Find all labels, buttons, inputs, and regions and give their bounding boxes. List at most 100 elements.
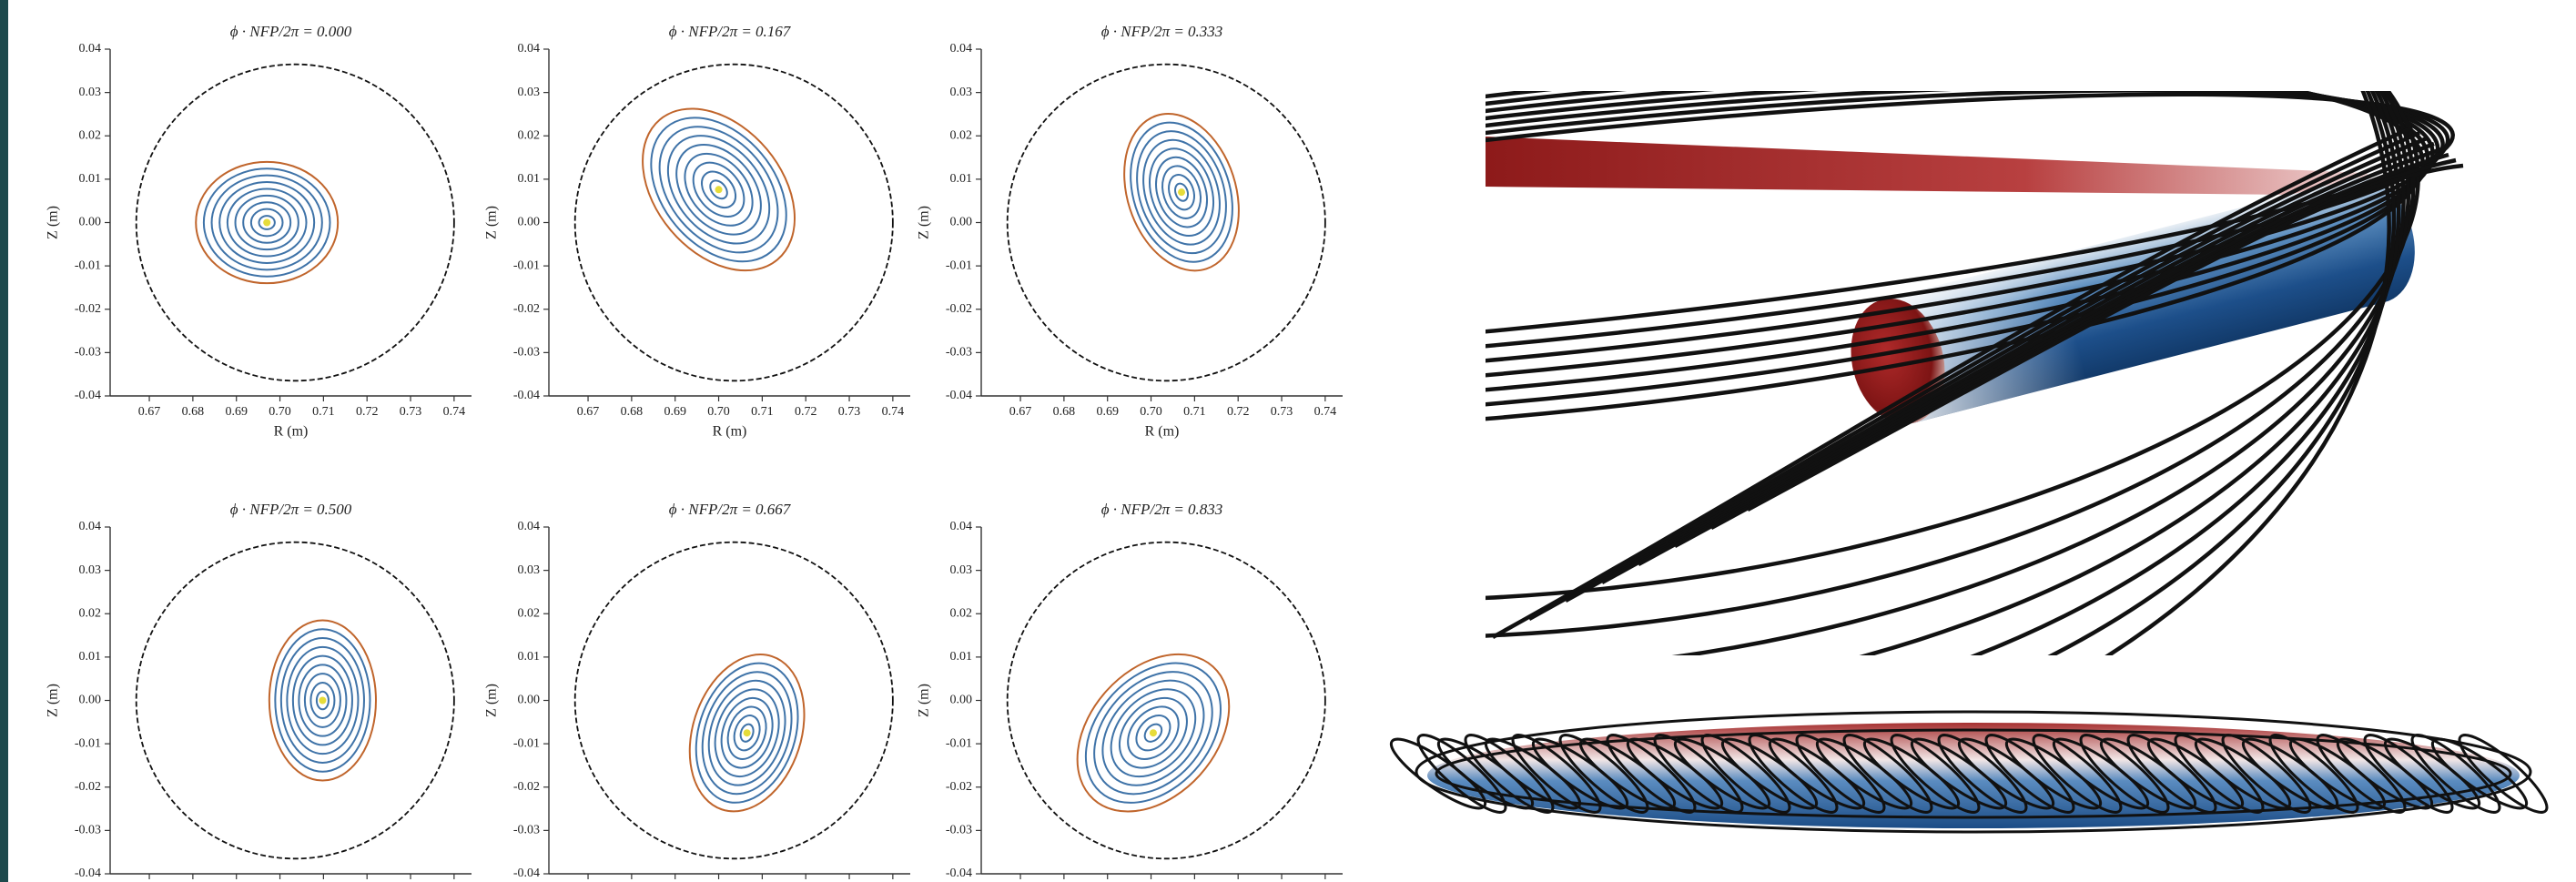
contour-panel: ϕ · NFP/2π = 0.333 -0.04 -0.03 -0.02 -0.01 0.…: [917, 23, 1343, 440]
x-tick-label: 0.68: [621, 405, 644, 419]
boundary: [575, 65, 893, 381]
chart-title: ϕ · NFP/2π = 0.667: [669, 501, 792, 518]
y-axis-label: Z (m): [917, 684, 932, 717]
y-tick-label: -0.01: [513, 736, 540, 750]
y-tick-label: -0.02: [946, 780, 972, 794]
y-tick-label: -0.03: [946, 346, 972, 360]
y-tick-label: -0.04: [75, 867, 101, 880]
magnetic-axis: [1150, 729, 1157, 736]
chart-title: ϕ · NFP/2π = 0.167: [669, 23, 792, 40]
y-tick-label: 0.03: [950, 86, 973, 99]
contour-panel: ϕ · NFP/2π = 0.833 -0.04 -0.03 -0.02 -0.01 0.…: [917, 501, 1343, 880]
boundary: [137, 542, 454, 859]
y-tick-label: -0.01: [75, 259, 101, 272]
x-tick-label: 0.69: [1096, 405, 1119, 419]
y-tick-label: 0.00: [950, 694, 973, 707]
contour-panel: ϕ · NFP/2π = 0.500-0.04-0.03-0.02-0.010.…: [46, 501, 472, 880]
coil: [688, 0, 2449, 753]
magnetic-axis: [319, 697, 326, 705]
x-tick-label: 0.74: [443, 405, 466, 419]
magnetic-axis: [715, 186, 723, 193]
boundary: [1008, 542, 1325, 859]
contour-panel: ϕ · NFP/2π = 0.167 -0.04 -0.03 -0.02 -0.01 0.…: [484, 23, 910, 440]
y-tick-label: -0.01: [946, 736, 972, 750]
y-tick-label: 0.00: [79, 694, 102, 707]
y-tick-label: 0.00: [79, 216, 102, 229]
side-strip: [0, 0, 8, 882]
x-axis-label: R (m): [1145, 424, 1180, 440]
chart-title: ϕ · NFP/2π = 0.333: [1101, 23, 1223, 40]
x-tick-label: 0.67: [577, 405, 600, 419]
x-tick-label: 0.74: [882, 405, 905, 419]
x-tick-label: 0.71: [312, 405, 335, 419]
magnetic-axis: [263, 219, 270, 227]
x-tick-label: 0.68: [182, 405, 205, 419]
y-tick-label: 0.04: [518, 520, 541, 533]
x-axis-label: R (m): [713, 424, 747, 440]
chart-title: ϕ · NFP/2π = 0.833: [1101, 501, 1223, 518]
x-tick-label: 0.67: [1009, 405, 1032, 419]
y-tick-label: 0.01: [79, 172, 102, 186]
y-tick-label: -0.01: [946, 259, 972, 272]
y-axis-label: Z (m): [484, 206, 500, 239]
y-tick-label: -0.04: [946, 389, 972, 402]
y-tick-label: 0.01: [950, 650, 973, 664]
y-tick-label: 0.02: [950, 128, 973, 142]
y-axis-label: Z (m): [917, 206, 932, 239]
y-tick-label: 0.03: [79, 86, 102, 99]
y-tick-label: 0.02: [518, 128, 541, 142]
y-tick-label: -0.03: [513, 824, 540, 837]
x-tick-label: 0.71: [751, 405, 774, 419]
magnetic-axis: [744, 729, 751, 736]
y-tick-label: 0.02: [79, 606, 102, 620]
y-tick-label: 0.04: [950, 42, 973, 56]
y-tick-label: 0.04: [79, 520, 102, 533]
y-tick-label: 0.04: [518, 42, 541, 56]
x-tick-label: 0.68: [1053, 405, 1076, 419]
contour-panel: ϕ · NFP/2π = 0.667 -0.04 -0.03 -0.02 -0.01 0.…: [484, 501, 910, 880]
y-axis-label: Z (m): [484, 684, 500, 717]
boundary: [137, 65, 454, 381]
x-tick-label: 0.72: [795, 405, 817, 419]
surface-band: [1486, 137, 2385, 196]
y-tick-label: 0.01: [518, 650, 541, 664]
y-tick-label: 0.00: [518, 216, 541, 229]
y-tick-label: 0.02: [950, 606, 973, 620]
x-tick-label: 0.74: [1314, 405, 1337, 419]
y-tick-label: 0.01: [79, 650, 102, 664]
y-tick-label: -0.02: [946, 302, 972, 316]
x-tick-label: 0.73: [838, 405, 861, 419]
x-tick-label: 0.72: [356, 405, 379, 419]
y-tick-label: -0.02: [75, 780, 101, 794]
x-axis-label: R (m): [274, 424, 309, 440]
y-tick-label: -0.02: [513, 780, 540, 794]
x-tick-label: 0.70: [1140, 405, 1162, 419]
x-tick-label: 0.73: [1271, 405, 1293, 419]
y-tick-label: -0.01: [513, 259, 540, 272]
y-tick-label: -0.04: [513, 867, 540, 880]
y-tick-label: -0.04: [513, 389, 540, 402]
y-tick-label: 0.03: [79, 563, 102, 577]
y-tick-label: -0.04: [75, 389, 101, 402]
y-tick-label: 0.00: [950, 216, 973, 229]
y-tick-label: -0.03: [946, 824, 972, 837]
x-tick-label: 0.73: [400, 405, 422, 419]
y-tick-label: -0.02: [75, 302, 101, 316]
chart-title: ϕ · NFP/2π = 0.500: [230, 501, 352, 518]
y-tick-label: -0.02: [513, 302, 540, 316]
magnetic-axis: [1178, 188, 1185, 196]
y-tick-label: 0.03: [518, 86, 541, 99]
y-tick-label: 0.03: [950, 563, 973, 577]
y-tick-label: -0.03: [513, 346, 540, 360]
chart-title: ϕ · NFP/2π = 0.000: [230, 23, 352, 40]
y-tick-label: 0.02: [79, 128, 102, 142]
x-tick-label: 0.70: [269, 405, 291, 419]
y-axis-label: Z (m): [46, 206, 61, 239]
y-tick-label: -0.01: [75, 736, 101, 750]
x-tick-label: 0.70: [707, 405, 730, 419]
x-tick-label: 0.72: [1227, 405, 1250, 419]
y-tick-label: -0.04: [946, 867, 972, 880]
y-tick-label: 0.03: [518, 563, 541, 577]
y-axis-label: Z (m): [46, 684, 61, 717]
y-tick-label: 0.01: [518, 172, 541, 186]
